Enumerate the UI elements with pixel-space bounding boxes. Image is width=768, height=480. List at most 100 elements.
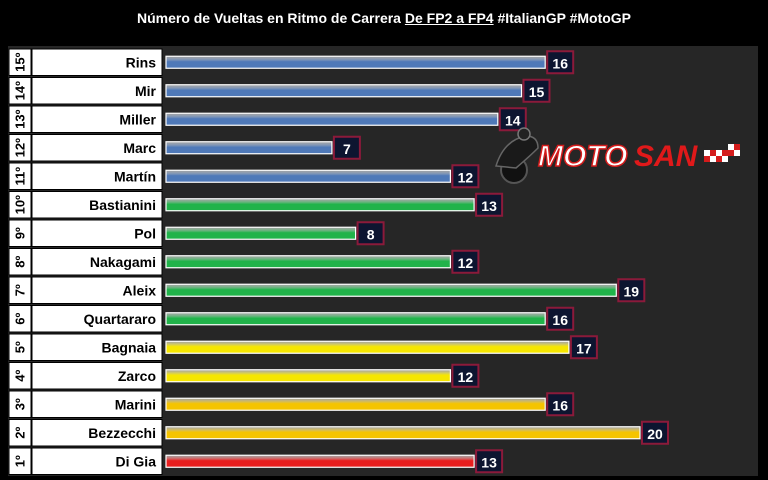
data-label: 13 xyxy=(481,198,497,214)
chart-panel: 15º Rins 16 14º Mir 15 13º Miller 14 12º Marc 7 11º M… xyxy=(8,46,758,476)
value-box xyxy=(617,278,646,303)
rank-label: 9º xyxy=(13,227,28,239)
rank-label: 1º xyxy=(13,455,28,467)
data-label: 17 xyxy=(576,340,592,356)
rider-name-box xyxy=(31,77,163,105)
data-label: 14 xyxy=(505,112,521,128)
rank-label: 11º xyxy=(13,167,28,186)
rank-label: 12º xyxy=(13,138,28,157)
rank-box xyxy=(8,191,32,219)
rank-box xyxy=(8,305,32,333)
value-box xyxy=(546,306,575,331)
title-underlined: De FP2 a FP4 xyxy=(404,10,494,26)
title-hashtags: #ItalianGP #MotoGP xyxy=(493,10,632,26)
rank-label: 2º xyxy=(13,427,28,439)
bar xyxy=(165,312,546,326)
rider-name-box xyxy=(31,191,163,219)
rider-name: Martín xyxy=(114,168,156,184)
value-box xyxy=(498,107,527,132)
rider-name: Marc xyxy=(123,140,156,156)
bar xyxy=(165,84,523,98)
rider-name: Bagnaia xyxy=(102,339,157,355)
value-box xyxy=(546,392,575,417)
bar xyxy=(165,226,357,240)
data-label: 8 xyxy=(367,226,375,242)
value-box xyxy=(451,164,480,189)
bar xyxy=(165,426,641,440)
bar xyxy=(165,198,475,212)
rider-name: Rins xyxy=(126,54,157,70)
rank-box xyxy=(8,134,32,162)
rider-name-box xyxy=(31,276,163,304)
rank-box xyxy=(8,447,32,475)
value-box xyxy=(451,249,480,274)
chart-title: Número de Vueltas en Ritmo de Carrera De… xyxy=(0,10,768,26)
title-main: Número de Vueltas en Ritmo de Carrera xyxy=(136,10,405,26)
value-box xyxy=(475,192,504,217)
rider-name: Bastianini xyxy=(89,197,156,213)
logo-text-moto: MOTO xyxy=(538,140,627,173)
data-label: 16 xyxy=(552,312,568,328)
data-label: 12 xyxy=(458,255,474,271)
bar xyxy=(165,340,570,354)
data-label: 15 xyxy=(529,84,545,100)
bar xyxy=(165,283,617,297)
rider-name-box xyxy=(31,333,163,361)
value-box xyxy=(451,363,480,388)
rank-box xyxy=(8,162,32,190)
data-label: 16 xyxy=(552,55,568,71)
rider-name-box xyxy=(31,48,163,76)
bar xyxy=(165,141,333,155)
bar-chart: 15º Rins 16 14º Mir 15 13º Miller 14 12º Marc 7 11º M… xyxy=(8,48,669,475)
data-label: 16 xyxy=(552,397,568,413)
rank-box xyxy=(8,48,32,76)
data-label: 19 xyxy=(624,283,640,299)
rank-box xyxy=(8,362,32,390)
rank-label: 8º xyxy=(13,256,28,268)
value-box xyxy=(332,135,361,160)
data-label: 12 xyxy=(458,169,474,185)
rank-box xyxy=(8,419,32,447)
motorcycle-rider-icon xyxy=(495,127,539,184)
value-box xyxy=(475,449,504,474)
rank-label: 5º xyxy=(13,341,28,353)
bar xyxy=(165,454,475,468)
bar xyxy=(165,397,546,411)
rider-name-box xyxy=(31,105,163,133)
rider-name: Pol xyxy=(134,225,156,241)
rider-name-box xyxy=(31,362,163,390)
rank-label: 4º xyxy=(13,370,28,382)
logo-text-san: SAN xyxy=(634,140,699,173)
value-box xyxy=(641,420,669,445)
rider-name-box xyxy=(31,390,163,418)
data-label: 20 xyxy=(647,426,663,442)
rider-name-box xyxy=(31,219,163,247)
bar xyxy=(165,112,499,126)
rider-name: Zarco xyxy=(118,368,156,384)
rank-box xyxy=(8,77,32,105)
rider-name: Miller xyxy=(119,111,156,127)
rank-box xyxy=(8,248,32,276)
rider-name-box xyxy=(31,447,163,475)
checkered-flag-icon xyxy=(704,144,740,162)
bar xyxy=(165,169,451,183)
rider-name: Nakagami xyxy=(90,254,156,270)
value-box xyxy=(569,335,598,360)
rank-box xyxy=(8,105,32,133)
rider-name: Quartararo xyxy=(84,311,156,327)
bar xyxy=(165,255,451,269)
rider-name-box xyxy=(31,419,163,447)
rank-box xyxy=(8,390,32,418)
rank-label: 14º xyxy=(13,81,28,100)
rider-name: Marini xyxy=(115,396,156,412)
rank-box xyxy=(8,333,32,361)
rank-label: 15º xyxy=(13,52,28,71)
rider-name: Aleix xyxy=(123,282,157,298)
rank-label: 7º xyxy=(13,284,28,296)
rider-name-box xyxy=(31,134,163,162)
value-box xyxy=(356,221,385,246)
rank-box xyxy=(8,219,32,247)
rank-label: 13º xyxy=(13,109,28,128)
rank-label: 10º xyxy=(13,195,28,214)
rider-name-box xyxy=(31,305,163,333)
